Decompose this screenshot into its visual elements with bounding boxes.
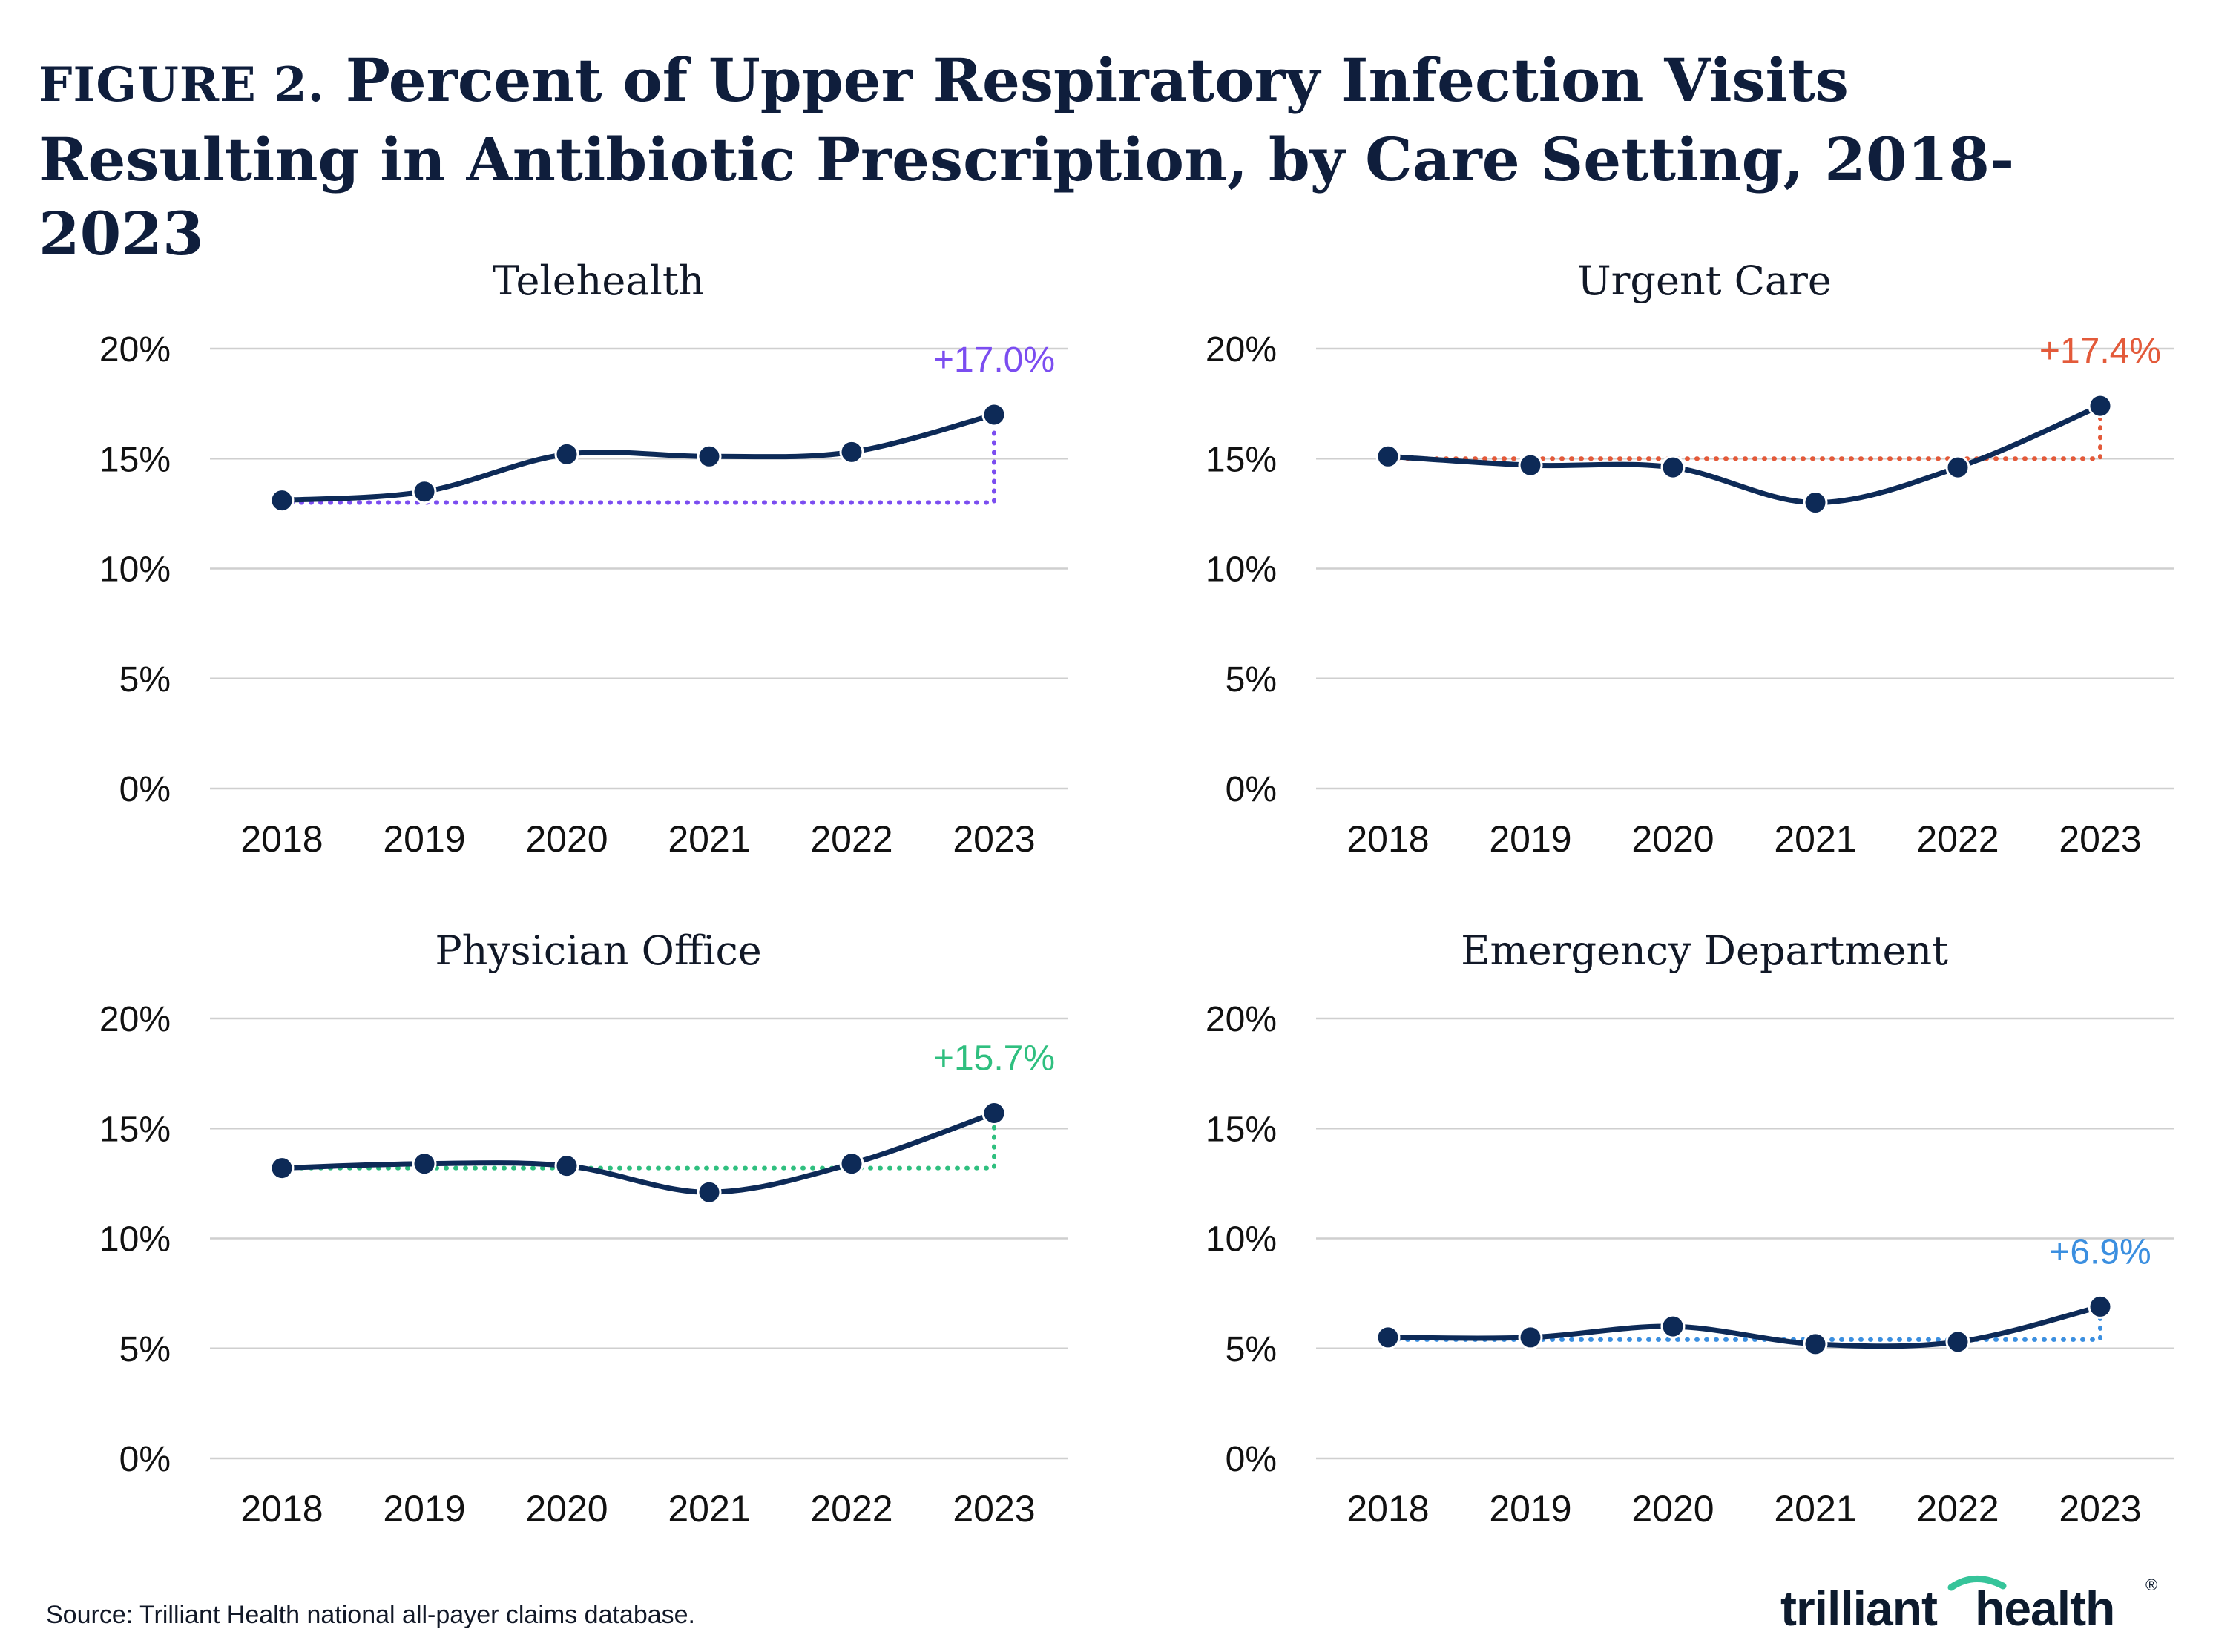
data-point-physician-office-2022 [839, 1151, 864, 1177]
data-point-telehealth-2022 [839, 439, 864, 464]
x-tick-label-physician-office-4: 2022 [810, 1488, 892, 1530]
data-point-emergency-department-2018 [1375, 1325, 1401, 1350]
data-point-telehealth-2018 [269, 488, 295, 513]
data-point-urgent-care-2021 [1803, 490, 1828, 516]
y-tick-label-telehealth-0: 0% [119, 770, 171, 809]
data-point-telehealth-2023 [981, 402, 1007, 427]
panel-title-telehealth: Telehealth [493, 257, 705, 304]
x-tick-label-telehealth-2: 2020 [525, 818, 608, 860]
baseline-reference-line-urgent-care [1386, 404, 2102, 461]
x-tick-label-emergency-department-2: 2020 [1631, 1488, 1714, 1530]
data-point-urgent-care-2019 [1518, 453, 1543, 478]
y-tick-label-urgent-care-4: 20% [1206, 330, 1277, 369]
y-tick-label-emergency-department-0: 0% [1226, 1440, 1277, 1479]
x-tick-label-urgent-care-2: 2020 [1631, 818, 1714, 860]
y-tick-label-emergency-department-3: 15% [1206, 1110, 1277, 1149]
baseline-reference-line-telehealth [280, 412, 996, 505]
data-point-emergency-department-2021 [1803, 1332, 1828, 1357]
logo-text-part2: health [1975, 1581, 2115, 1636]
y-tick-label-urgent-care-0: 0% [1226, 770, 1277, 809]
x-tick-label-telehealth-5: 2023 [953, 818, 1035, 860]
figure-label: FIGURE 2. [39, 57, 325, 113]
data-point-telehealth-2021 [697, 444, 722, 469]
x-tick-label-emergency-department-0: 2018 [1346, 1488, 1429, 1530]
trilliant-health-logo: trilliant health ® [1780, 1573, 2157, 1639]
change-annotation-emergency-department: +6.9% [2049, 1232, 2151, 1271]
x-tick-label-telehealth-0: 2018 [240, 818, 323, 860]
source-note: Source: Trilliant Health national all-pa… [46, 1601, 696, 1629]
data-point-emergency-department-2020 [1660, 1314, 1686, 1339]
series-line-emergency-department [1385, 1303, 2103, 1349]
data-point-physician-office-2020 [554, 1154, 579, 1179]
x-tick-label-telehealth-4: 2022 [810, 818, 892, 860]
y-tick-label-telehealth-4: 20% [99, 330, 171, 369]
y-tick-label-physician-office-4: 20% [99, 1000, 171, 1039]
series-line-urgent-care [1385, 403, 2103, 506]
data-point-physician-office-2023 [981, 1100, 1007, 1125]
data-point-emergency-department-2022 [1945, 1329, 1970, 1355]
x-tick-label-physician-office-2: 2020 [525, 1488, 608, 1530]
data-point-urgent-care-2018 [1375, 444, 1401, 469]
x-tick-label-emergency-department-4: 2022 [1916, 1488, 1999, 1530]
change-annotation-urgent-care: +17.4% [2039, 332, 2161, 371]
series-line-telehealth [279, 412, 997, 504]
chart-telehealth: Telehealth 0% 5% 10% 15% 20% 2018 2019 2020 2021 2… [99, 257, 1068, 860]
panel-title-physician-office: Physician Office [435, 927, 761, 974]
data-point-physician-office-2021 [697, 1179, 722, 1205]
data-point-urgent-care-2023 [2088, 393, 2113, 418]
x-tick-label-physician-office-0: 2018 [240, 1488, 323, 1530]
y-tick-label-physician-office-1: 5% [119, 1330, 171, 1369]
x-tick-label-physician-office-3: 2021 [668, 1488, 750, 1530]
data-point-emergency-department-2023 [2088, 1294, 2113, 1319]
figure-title-text: Percent of Upper Respiratory Infection V… [39, 45, 2015, 269]
y-tick-label-emergency-department-1: 5% [1226, 1330, 1277, 1369]
y-tick-label-telehealth-3: 15% [99, 440, 171, 479]
data-point-urgent-care-2020 [1660, 455, 1686, 480]
y-tick-label-urgent-care-3: 15% [1206, 440, 1277, 479]
x-tick-label-telehealth-3: 2021 [668, 818, 750, 860]
data-point-emergency-department-2019 [1518, 1325, 1543, 1350]
panel-title-emergency-department: Emergency Department [1461, 927, 1948, 974]
x-tick-label-urgent-care-0: 2018 [1346, 818, 1429, 860]
y-tick-label-emergency-department-4: 20% [1206, 1000, 1277, 1039]
y-tick-label-physician-office-0: 0% [119, 1440, 171, 1479]
x-tick-label-physician-office-1: 2019 [383, 1488, 465, 1530]
data-point-urgent-care-2022 [1945, 455, 1970, 480]
figure-title: FIGURE 2. Percent of Upper Respiratory I… [39, 43, 2160, 271]
y-tick-label-urgent-care-1: 5% [1226, 660, 1277, 700]
y-tick-label-telehealth-1: 5% [119, 660, 171, 700]
x-tick-label-urgent-care-1: 2019 [1489, 818, 1571, 860]
x-tick-label-urgent-care-3: 2021 [1774, 818, 1856, 860]
data-point-physician-office-2019 [412, 1151, 437, 1177]
chart-emergency-department: Emergency Department 0% 5% 10% 15% 20% 2018 201… [1206, 927, 2174, 1530]
x-tick-label-emergency-department-3: 2021 [1774, 1488, 1856, 1530]
data-point-physician-office-2018 [269, 1156, 295, 1181]
x-tick-label-emergency-department-5: 2023 [2059, 1488, 2141, 1530]
x-tick-label-urgent-care-5: 2023 [2059, 818, 2141, 860]
change-annotation-telehealth: +17.0% [933, 340, 1055, 380]
y-tick-label-urgent-care-2: 10% [1206, 550, 1277, 590]
chart-urgent-care: Urgent Care 0% 5% 10% 15% 20% 2018 2019 2020 2021… [1206, 257, 2174, 860]
x-tick-label-urgent-care-4: 2022 [1916, 818, 1999, 860]
y-tick-label-telehealth-2: 10% [99, 550, 171, 590]
x-tick-label-telehealth-1: 2019 [383, 818, 465, 860]
y-tick-label-physician-office-2: 10% [99, 1220, 171, 1260]
data-point-telehealth-2020 [554, 441, 579, 467]
data-point-telehealth-2019 [412, 479, 437, 504]
logo-registered-mark: ® [2145, 1576, 2157, 1594]
y-tick-label-emergency-department-2: 10% [1206, 1220, 1277, 1260]
panel-title-urgent-care: Urgent Care [1577, 257, 1832, 304]
change-annotation-physician-office: +15.7% [933, 1039, 1055, 1078]
y-tick-label-physician-office-3: 15% [99, 1110, 171, 1149]
logo-swoosh-icon [1947, 1576, 2007, 1591]
baseline-reference-line-physician-office [280, 1110, 996, 1171]
x-tick-label-emergency-department-1: 2019 [1489, 1488, 1571, 1530]
x-tick-label-physician-office-5: 2023 [953, 1488, 1035, 1530]
series-line-physician-office [279, 1110, 997, 1195]
chart-physician-office: Physician Office 0% 5% 10% 15% 20% 2018 2019 202… [99, 927, 1068, 1530]
logo-text-part1: trilliant [1780, 1581, 1938, 1636]
